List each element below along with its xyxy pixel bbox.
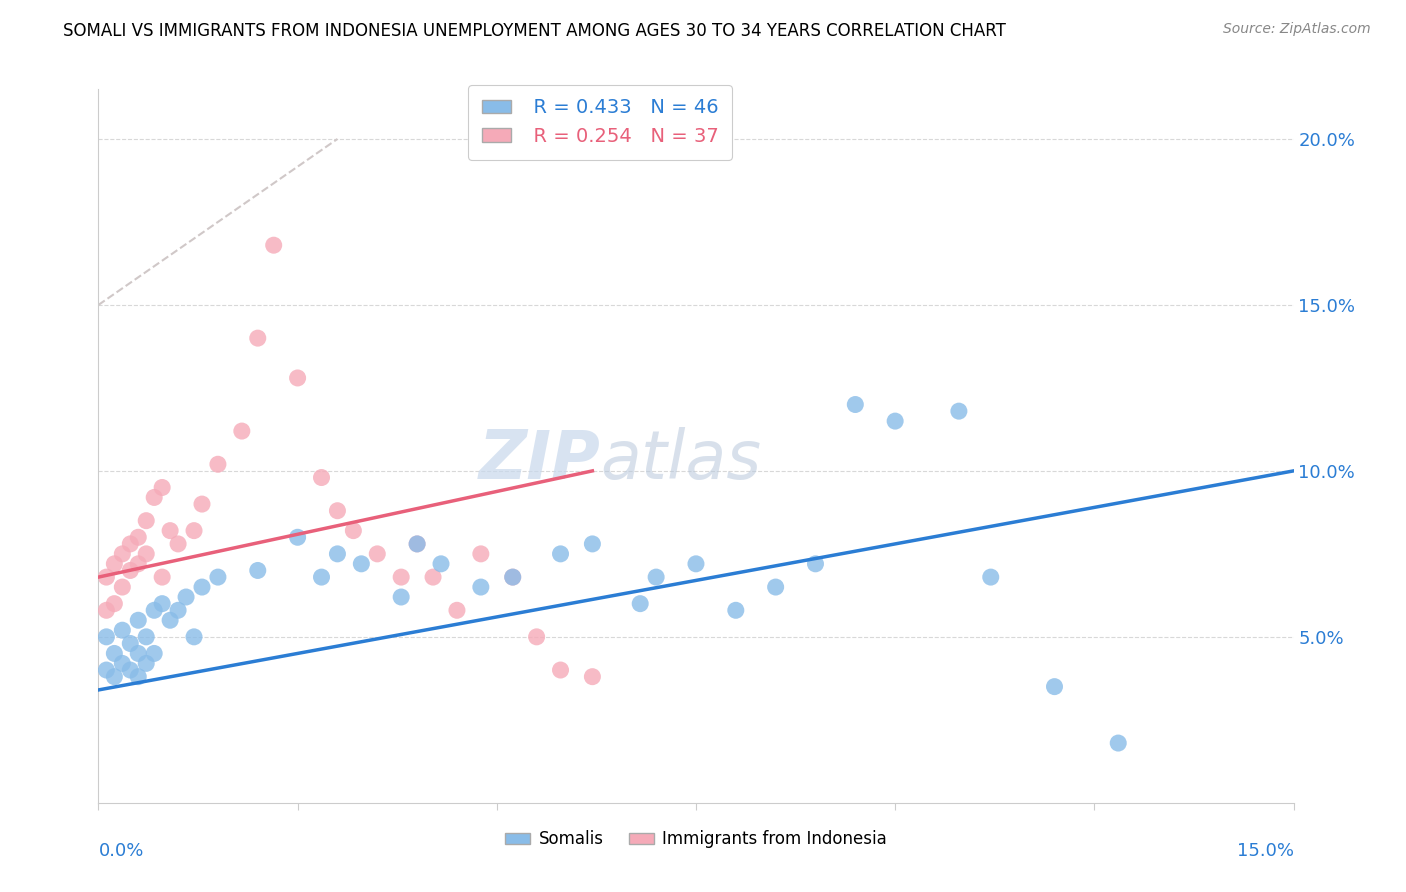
Point xyxy=(159,524,181,538)
Point xyxy=(430,557,453,571)
Point xyxy=(135,657,157,671)
Point xyxy=(120,636,142,650)
Point xyxy=(844,397,866,411)
Point xyxy=(143,647,166,661)
Point xyxy=(120,663,142,677)
Point xyxy=(804,557,827,571)
Point xyxy=(150,570,173,584)
Point xyxy=(231,424,253,438)
Point xyxy=(470,547,492,561)
Point xyxy=(127,557,149,571)
Point xyxy=(167,603,190,617)
Text: atlas: atlas xyxy=(600,427,762,493)
Point xyxy=(884,414,907,428)
Point xyxy=(103,597,125,611)
Point xyxy=(246,331,269,345)
Text: 0.0%: 0.0% xyxy=(98,842,143,860)
Point xyxy=(103,647,125,661)
Point xyxy=(150,481,173,495)
Point xyxy=(127,670,149,684)
Point xyxy=(422,570,444,584)
Point xyxy=(645,570,668,584)
Point xyxy=(406,537,429,551)
Point xyxy=(685,557,707,571)
Point xyxy=(350,557,373,571)
Text: 15.0%: 15.0% xyxy=(1236,842,1294,860)
Point xyxy=(111,657,134,671)
Point xyxy=(96,603,118,617)
Point xyxy=(581,537,603,551)
Point xyxy=(502,570,524,584)
Point xyxy=(366,547,388,561)
Point xyxy=(159,613,181,627)
Point xyxy=(246,564,269,578)
Point xyxy=(127,530,149,544)
Point xyxy=(111,624,134,638)
Point xyxy=(470,580,492,594)
Point xyxy=(326,504,349,518)
Point xyxy=(96,570,118,584)
Point xyxy=(135,630,157,644)
Point xyxy=(287,371,309,385)
Point xyxy=(150,597,173,611)
Point xyxy=(326,547,349,561)
Point xyxy=(446,603,468,617)
Point xyxy=(1107,736,1129,750)
Point xyxy=(96,663,118,677)
Point xyxy=(96,630,118,644)
Point xyxy=(724,603,747,617)
Point xyxy=(143,491,166,505)
Point xyxy=(135,547,157,561)
Point xyxy=(980,570,1002,584)
Point xyxy=(207,457,229,471)
Point xyxy=(406,537,429,551)
Point xyxy=(111,580,134,594)
Point xyxy=(287,530,309,544)
Point xyxy=(1043,680,1066,694)
Point xyxy=(389,590,412,604)
Text: SOMALI VS IMMIGRANTS FROM INDONESIA UNEMPLOYMENT AMONG AGES 30 TO 34 YEARS CORRE: SOMALI VS IMMIGRANTS FROM INDONESIA UNEM… xyxy=(63,22,1007,40)
Point xyxy=(765,580,787,594)
Point xyxy=(103,670,125,684)
Point xyxy=(191,580,214,594)
Point xyxy=(167,537,190,551)
Point xyxy=(311,470,333,484)
Point xyxy=(183,524,205,538)
Point xyxy=(502,570,524,584)
Point xyxy=(143,603,166,617)
Text: ZIP: ZIP xyxy=(478,427,600,493)
Text: Source: ZipAtlas.com: Source: ZipAtlas.com xyxy=(1223,22,1371,37)
Point xyxy=(120,537,142,551)
Point xyxy=(111,547,134,561)
Point xyxy=(948,404,970,418)
Point xyxy=(103,557,125,571)
Point xyxy=(174,590,197,604)
Point xyxy=(120,564,142,578)
Point xyxy=(207,570,229,584)
Point xyxy=(389,570,412,584)
Point xyxy=(628,597,651,611)
Point xyxy=(550,663,572,677)
Point xyxy=(263,238,285,252)
Point xyxy=(342,524,364,538)
Point xyxy=(526,630,548,644)
Point xyxy=(127,613,149,627)
Point xyxy=(581,670,603,684)
Legend: Somalis, Immigrants from Indonesia: Somalis, Immigrants from Indonesia xyxy=(499,824,893,855)
Point xyxy=(311,570,333,584)
Point xyxy=(135,514,157,528)
Point xyxy=(183,630,205,644)
Point xyxy=(550,547,572,561)
Point xyxy=(191,497,214,511)
Point xyxy=(127,647,149,661)
